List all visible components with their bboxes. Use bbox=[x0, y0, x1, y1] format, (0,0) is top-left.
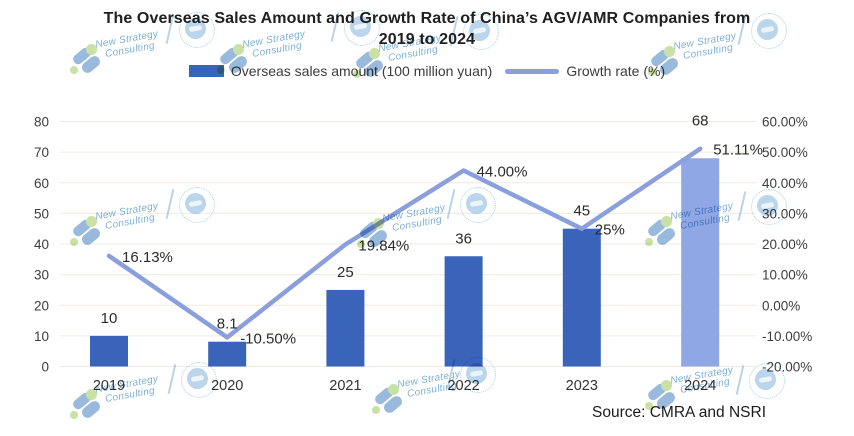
growth-rate-label: 51.11% bbox=[713, 142, 763, 159]
left-axis-tick: 30 bbox=[34, 268, 49, 283]
growth-rate-label: 44.00% bbox=[477, 164, 528, 181]
left-axis-tick: 50 bbox=[34, 206, 49, 221]
right-axis-tick: 60.00% bbox=[762, 115, 808, 130]
chart-title: The Overseas Sales Amount and Growth Rat… bbox=[0, 8, 854, 50]
right-axis-tick: 0.00% bbox=[762, 298, 800, 313]
growth-rate-label: 16.13% bbox=[122, 249, 173, 266]
x-axis-label: 2020 bbox=[211, 378, 243, 394]
chart-title-line1: The Overseas Sales Amount and Growth Rat… bbox=[103, 10, 751, 27]
left-axis-tick: 20 bbox=[34, 298, 49, 313]
x-axis-label: 2021 bbox=[329, 378, 361, 394]
legend-line-label: Growth rate (%) bbox=[566, 63, 666, 79]
bar-value-label: 36 bbox=[455, 230, 472, 247]
growth-rate-line bbox=[106, 146, 703, 340]
x-axis-label: 2024 bbox=[684, 378, 716, 394]
right-axis-tick: 20.00% bbox=[762, 237, 808, 252]
bar-2022 bbox=[444, 256, 483, 367]
x-axis-label: 2019 bbox=[93, 378, 125, 394]
right-axis-tick: 30.00% bbox=[762, 206, 808, 221]
bar-2021 bbox=[326, 289, 365, 367]
left-axis-tick: 10 bbox=[34, 329, 49, 344]
bar-2023 bbox=[562, 228, 601, 367]
bar-value-label: 25 bbox=[337, 264, 354, 281]
x-axis-label: 2022 bbox=[447, 378, 479, 394]
left-axis-tick: 60 bbox=[34, 176, 49, 191]
bar-value-label: 8.1 bbox=[217, 316, 238, 333]
legend-bar-label: Overseas sales amount (100 million yuan) bbox=[230, 63, 493, 79]
bar-2024 bbox=[681, 158, 720, 367]
bar-value-label: 45 bbox=[573, 203, 590, 220]
right-axis-tick: -20.00% bbox=[762, 360, 812, 375]
left-axis-tick: 70 bbox=[34, 145, 49, 160]
left-axis-tick: 40 bbox=[34, 237, 49, 252]
left-axis-tick: 0 bbox=[41, 360, 49, 375]
legend-line-swatch-icon bbox=[505, 68, 560, 74]
growth-rate-label: -10.50% bbox=[240, 330, 296, 347]
right-axis-tick: 40.00% bbox=[762, 176, 808, 191]
legend-bar-swatch-icon bbox=[188, 65, 224, 77]
bar-value-label: 68 bbox=[692, 113, 709, 130]
bar-2019 bbox=[90, 335, 128, 367]
legend: Overseas sales amount (100 million yuan)… bbox=[0, 63, 854, 79]
growth-rate-label: 25% bbox=[595, 222, 625, 239]
growth-rate-label: 19.84% bbox=[358, 237, 409, 254]
x-axis-label: 2023 bbox=[566, 378, 598, 394]
right-axis-tick: -10.00% bbox=[762, 329, 812, 344]
right-axis-tick: 50.00% bbox=[762, 145, 808, 160]
bar-value-label: 10 bbox=[101, 310, 118, 327]
right-axis-tick: 10.00% bbox=[762, 268, 808, 283]
left-axis-tick: 80 bbox=[34, 115, 49, 130]
chart-title-line2: 2019 to 2024 bbox=[378, 31, 476, 48]
source-note: Source: CMRA and NSRI bbox=[591, 404, 766, 421]
